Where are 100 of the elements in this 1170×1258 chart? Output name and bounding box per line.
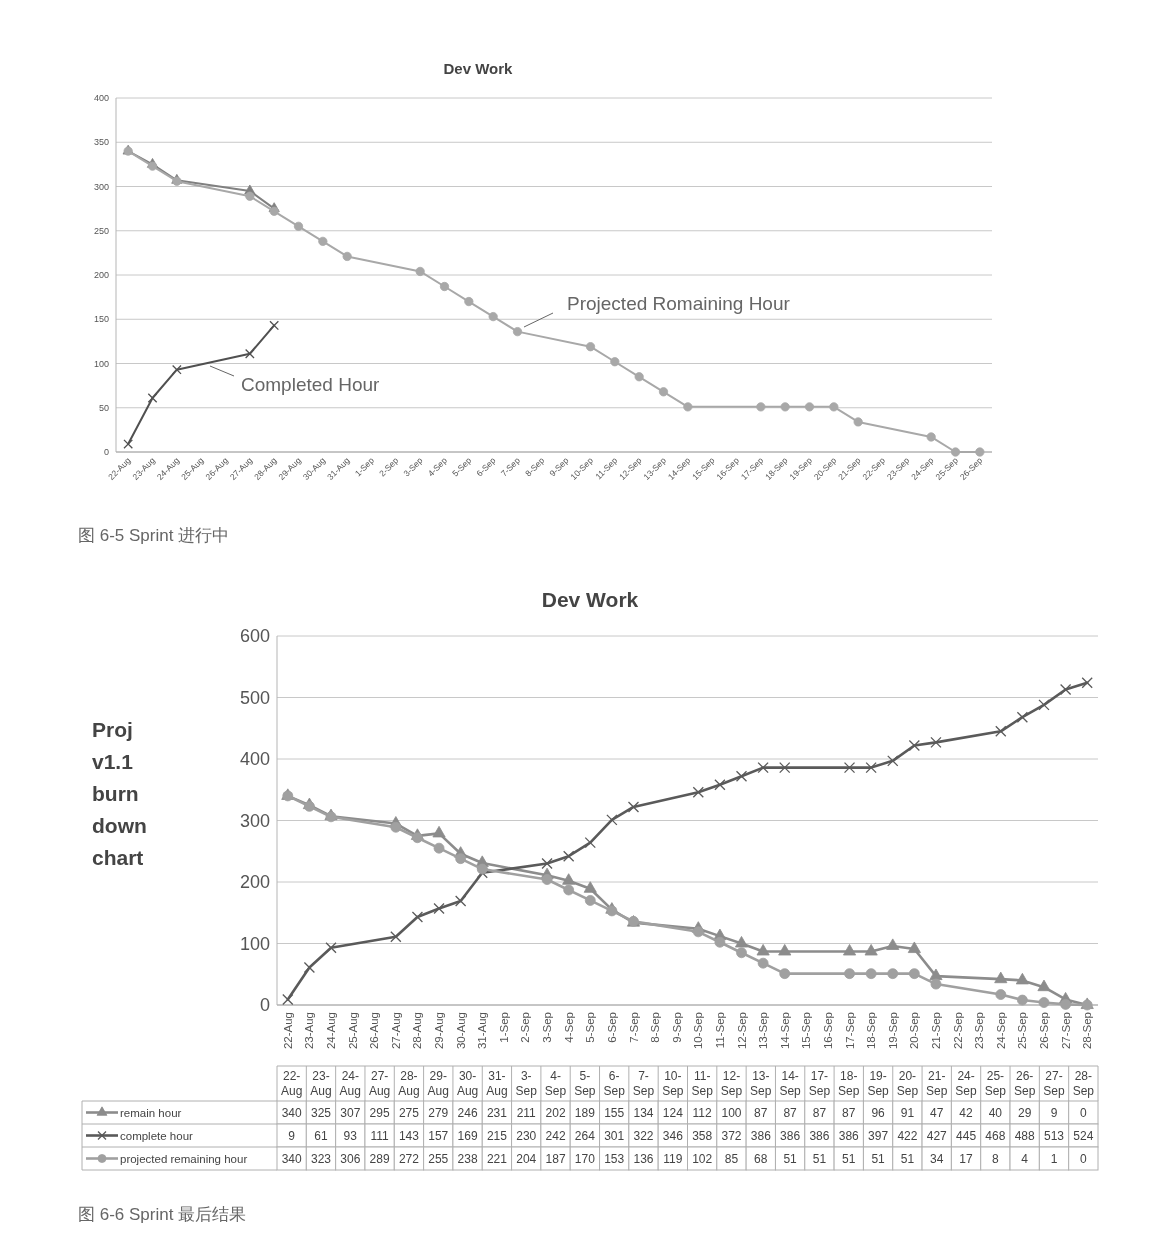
- x-tick-label: 11-Sep: [713, 1012, 726, 1049]
- data-label: 91: [900, 1105, 915, 1120]
- caption: 图 6-5 Sprint 进行中: [78, 526, 230, 545]
- data-label: 264: [574, 1128, 596, 1143]
- y-tick-label: 300: [93, 181, 109, 192]
- series-label: Projected Romaining Hour: [567, 293, 791, 314]
- legend-label: projected remaining hour: [120, 1152, 248, 1165]
- data-label: 4: [1021, 1151, 1029, 1166]
- x-tick-label: 14-Sep: [778, 1012, 791, 1050]
- data-label: 143: [398, 1128, 420, 1143]
- x-tick-label: 26-Aug: [368, 1012, 381, 1050]
- y-tick-label: 200: [239, 872, 270, 893]
- x-tick-label: 27-Sep: [1043, 1069, 1066, 1098]
- x-tick-label: 25-Aug: [346, 1012, 359, 1050]
- data-label: 307: [340, 1105, 361, 1120]
- y-tick-label: 250: [93, 225, 109, 236]
- data-label: 372: [721, 1128, 742, 1143]
- y-tick-label: 0: [259, 995, 270, 1016]
- data-label: 524: [1073, 1128, 1094, 1143]
- data-label: 51: [900, 1151, 915, 1166]
- data-label: 87: [783, 1105, 798, 1120]
- data-label: 0: [1080, 1151, 1087, 1166]
- data-label: 272: [398, 1151, 420, 1166]
- x-tick-label: 23-Aug: [310, 1069, 332, 1098]
- data-label: 47: [930, 1105, 944, 1120]
- x-tick-label: 27-Sep: [1059, 1012, 1072, 1050]
- data-label: 112: [692, 1105, 713, 1120]
- x-tick-label: 23-Sep: [973, 1012, 986, 1050]
- x-tick-label: 13-Sep: [750, 1069, 772, 1098]
- legend-label: remain hour: [120, 1106, 182, 1119]
- x-tick-label: 31-Aug: [476, 1012, 489, 1050]
- x-tick-label: 3-Sep: [541, 1012, 554, 1043]
- chart-title: Dev Work: [443, 60, 514, 77]
- x-tick-label: 28-Sep: [1081, 1012, 1094, 1050]
- data-label: 289: [369, 1151, 390, 1166]
- x-tick-label: 16-Sep: [821, 1012, 834, 1050]
- data-label: 202: [545, 1105, 566, 1120]
- y-tick-label: 400: [93, 93, 109, 104]
- x-tick-label: 4-Sep: [562, 1012, 575, 1043]
- x-tick-label: 25-Sep: [984, 1069, 1007, 1098]
- data-label: 155: [604, 1105, 625, 1120]
- data-label: 422: [897, 1128, 918, 1143]
- y-tick-label: 150: [93, 314, 109, 325]
- x-tick-label: 20-Sep: [896, 1069, 919, 1098]
- x-tick-label: 25-Sep: [1016, 1012, 1029, 1050]
- data-label: 238: [457, 1151, 478, 1166]
- x-tick-label: 7-Sep: [627, 1012, 640, 1043]
- x-tick-label: 31-Aug: [486, 1069, 508, 1098]
- x-tick-label: 20-Sep: [908, 1012, 921, 1050]
- x-tick-label: 10-Sep: [662, 1069, 684, 1098]
- x-tick-label: 9-Sep: [670, 1012, 683, 1043]
- y-tick-label: 200: [93, 270, 109, 281]
- data-label: 397: [868, 1128, 889, 1143]
- data-label: 87: [754, 1105, 768, 1120]
- data-label: 87: [812, 1105, 827, 1120]
- data-label: 169: [457, 1128, 478, 1143]
- data-label: 468: [985, 1128, 1006, 1143]
- x-tick-label: 13-Sep: [757, 1012, 770, 1050]
- y-tick-label: 100: [239, 933, 270, 954]
- data-label: 9: [288, 1128, 296, 1143]
- x-tick-label: 24-Sep: [955, 1069, 978, 1098]
- x-tick-label: 27-Aug: [368, 1069, 391, 1098]
- x-tick-label: 24-Sep: [994, 1012, 1007, 1050]
- x-tick-label: 4-Sep: [544, 1069, 567, 1098]
- x-tick-label: 3-Sep: [515, 1069, 538, 1098]
- data-label: 275: [398, 1105, 420, 1120]
- data-label: 322: [633, 1128, 654, 1143]
- data-label: 51: [812, 1151, 827, 1166]
- data-label: 96: [871, 1105, 886, 1120]
- data-label: 204: [516, 1151, 537, 1166]
- data-label: 301: [604, 1128, 625, 1143]
- data-label: 170: [574, 1151, 596, 1166]
- x-tick-label: 30-Aug: [456, 1069, 479, 1098]
- legend-label: complete hour: [120, 1129, 194, 1142]
- x-tick-label: 28-Aug: [411, 1012, 424, 1050]
- x-tick-label: 29-Aug: [433, 1012, 446, 1050]
- data-label: 102: [692, 1151, 713, 1166]
- data-label: 51: [871, 1151, 886, 1166]
- data-label: 215: [486, 1128, 508, 1143]
- data-label: 246: [457, 1105, 478, 1120]
- data-label: 358: [692, 1128, 713, 1143]
- data-label: 51: [842, 1151, 856, 1166]
- y-tick-label: 300: [239, 810, 270, 831]
- data-label: 427: [926, 1128, 948, 1143]
- data-label: 189: [574, 1105, 596, 1120]
- x-tick-label: 10-Sep: [692, 1012, 705, 1050]
- x-tick-label: 12-Sep: [720, 1069, 743, 1098]
- data-label: 386: [780, 1128, 801, 1143]
- y-tick-label: 500: [239, 687, 270, 708]
- data-label: 124: [662, 1105, 684, 1120]
- data-label: 295: [369, 1105, 390, 1120]
- data-label: 0: [1080, 1105, 1087, 1120]
- data-label: 29: [1018, 1105, 1032, 1120]
- data-label: 87: [842, 1105, 856, 1120]
- data-label: 187: [545, 1151, 566, 1166]
- data-label: 306: [340, 1151, 361, 1166]
- y-tick-label: 100: [93, 358, 109, 369]
- y-tick-label: 50: [98, 402, 109, 413]
- y-axis-title: Proj v1.1 burn down chart: [92, 718, 147, 869]
- x-tick-label: 28-Aug: [398, 1069, 420, 1098]
